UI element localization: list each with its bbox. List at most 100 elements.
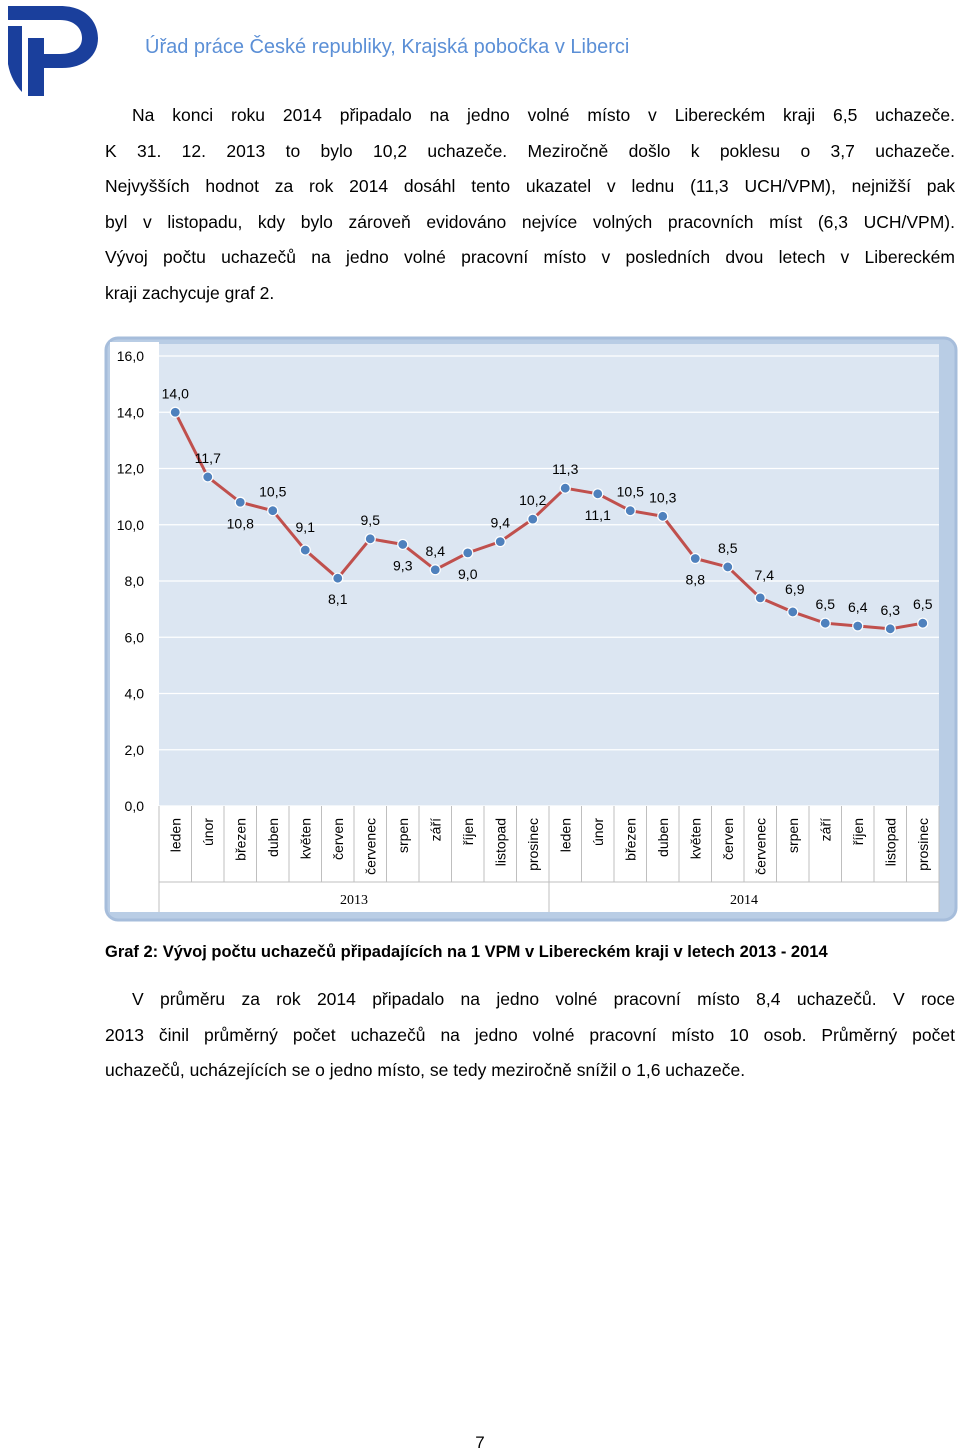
x-tick-label: květen [297,818,313,859]
paragraph-line: V průměru za rok 2014 připadalo na jedno… [132,989,955,1009]
data-point [884,623,896,635]
data-label: 10,3 [649,489,676,505]
x-tick-label: říjen [850,818,866,845]
data-label: 9,1 [296,519,316,535]
x-tick-label: červenec [362,818,378,875]
data-point [689,552,701,565]
data-label: 10,5 [259,484,286,500]
line-chart: 0,0 2,0 4,0 6,0 8,0 10,0 12,0 14,0 16,0 leden únor… [104,336,958,922]
data-label: 6,5 [913,596,933,612]
data-point [397,538,409,551]
data-point [202,471,214,483]
x-tick-label: leden [557,818,573,852]
data-point [234,496,246,508]
data-point [462,547,474,559]
data-label: 10,2 [519,492,546,508]
x-tick-label: prosinec [525,818,541,871]
data-point [559,482,571,494]
data-label: 6,9 [785,581,805,597]
data-point [657,510,669,522]
y-axis-panel [110,342,159,912]
y-tick-label: 12,0 [117,461,144,477]
paragraph-line: Vývoj počtu uchazečů na jedno volné prac… [105,247,955,267]
data-point [332,572,344,584]
intro-paragraph: Na konci roku 2014 připadalo na jedno vo… [105,98,955,311]
data-label: 9,5 [361,512,381,528]
x-tick-label: srpen [785,818,801,853]
data-point [592,488,604,500]
chart-caption: Graf 2: Vývoj počtu uchazečů připadající… [105,943,828,961]
y-tick-label: 2,0 [125,742,145,758]
up-logo-icon [8,6,98,96]
data-label: 10,5 [617,484,644,500]
paragraph-line: Na konci roku 2014 připadalo na jedno vo… [132,105,955,125]
x-tick-label: červenec [752,818,768,875]
data-point [787,606,799,618]
data-point [852,620,864,632]
x-tick-label: duben [265,818,281,857]
x-tick-label: duben [655,818,671,857]
data-label: 8,8 [686,572,706,588]
x-tick-label: září [427,818,443,841]
data-point [364,533,376,545]
data-label: 10,8 [227,515,254,531]
data-point [819,617,831,629]
x-tick-label: leden [167,818,183,852]
x-tick-label: květen [687,818,703,859]
data-point [267,505,279,517]
paragraph-line: uchazečů, ucházejících se o jedno místo,… [105,1060,746,1080]
data-point [754,592,766,604]
x-tick-label: červen [330,818,346,860]
y-tick-label: 14,0 [117,404,144,420]
x-tick-label: srpen [395,818,411,853]
paragraph-line: kraji zachycuje graf 2. [105,282,275,303]
data-label: 9,4 [491,515,511,531]
data-point [917,617,929,629]
x-tick-label: říjen [460,818,476,845]
data-label: 14,0 [162,385,189,401]
x-tick-label: září [817,818,833,841]
y-tick-label: 0,0 [125,798,145,814]
x-tick-label: prosinec [915,818,931,871]
data-label: 6,5 [816,596,836,612]
y-tick-label: 8,0 [125,573,145,589]
y-tick-label: 16,0 [117,348,144,364]
plot-area [159,344,939,806]
x-tick-label: únor [590,818,606,846]
data-label: 6,4 [848,599,868,615]
paragraph-line: K 31. 12. 2013 to bylo 10,2 uchazeče. Me… [105,140,955,161]
data-label: 8,4 [426,543,446,559]
data-point [624,505,636,517]
data-point [169,406,181,418]
data-label: 11,1 [585,507,611,523]
data-label: 7,4 [755,567,775,583]
group-label: 2013 [340,893,368,908]
paragraph-line: 2013 činil průměrný počet uchazečů na je… [105,1024,955,1045]
data-point [722,561,734,573]
data-point [429,564,441,576]
y-tick-label: 10,0 [117,517,144,533]
paragraph-line: Nejvyšších hodnot za rok 2014 dosáhl ten… [105,176,955,196]
data-label: 9,3 [393,557,413,573]
y-tick-label: 4,0 [125,686,145,702]
data-label: 11,7 [195,450,221,466]
data-label: 9,0 [458,566,478,582]
x-tick-label: únor [200,818,216,846]
x-tick-label: červen [720,818,736,860]
data-point [299,544,311,556]
paragraph-line: byl v listopadu, kdy bylo zároveň evidov… [105,211,955,232]
data-label: 6,3 [881,602,901,618]
x-tick-label: listopad [882,818,898,866]
group-label: 2014 [730,893,758,908]
data-label: 8,5 [718,540,738,556]
page-number: 7 [475,1433,485,1452]
data-point [527,513,539,525]
data-label: 8,1 [328,591,348,607]
summary-paragraph: V průměru za rok 2014 připadalo na jedno… [105,982,955,1089]
y-tick-label: 6,0 [125,629,145,645]
page-header-title: Úřad práce České republiky, Krajská pobo… [145,36,630,58]
data-label: 11,3 [552,461,578,477]
x-tick-label: březen [232,818,248,861]
x-tick-label: listopad [492,818,508,866]
data-point [494,536,506,548]
